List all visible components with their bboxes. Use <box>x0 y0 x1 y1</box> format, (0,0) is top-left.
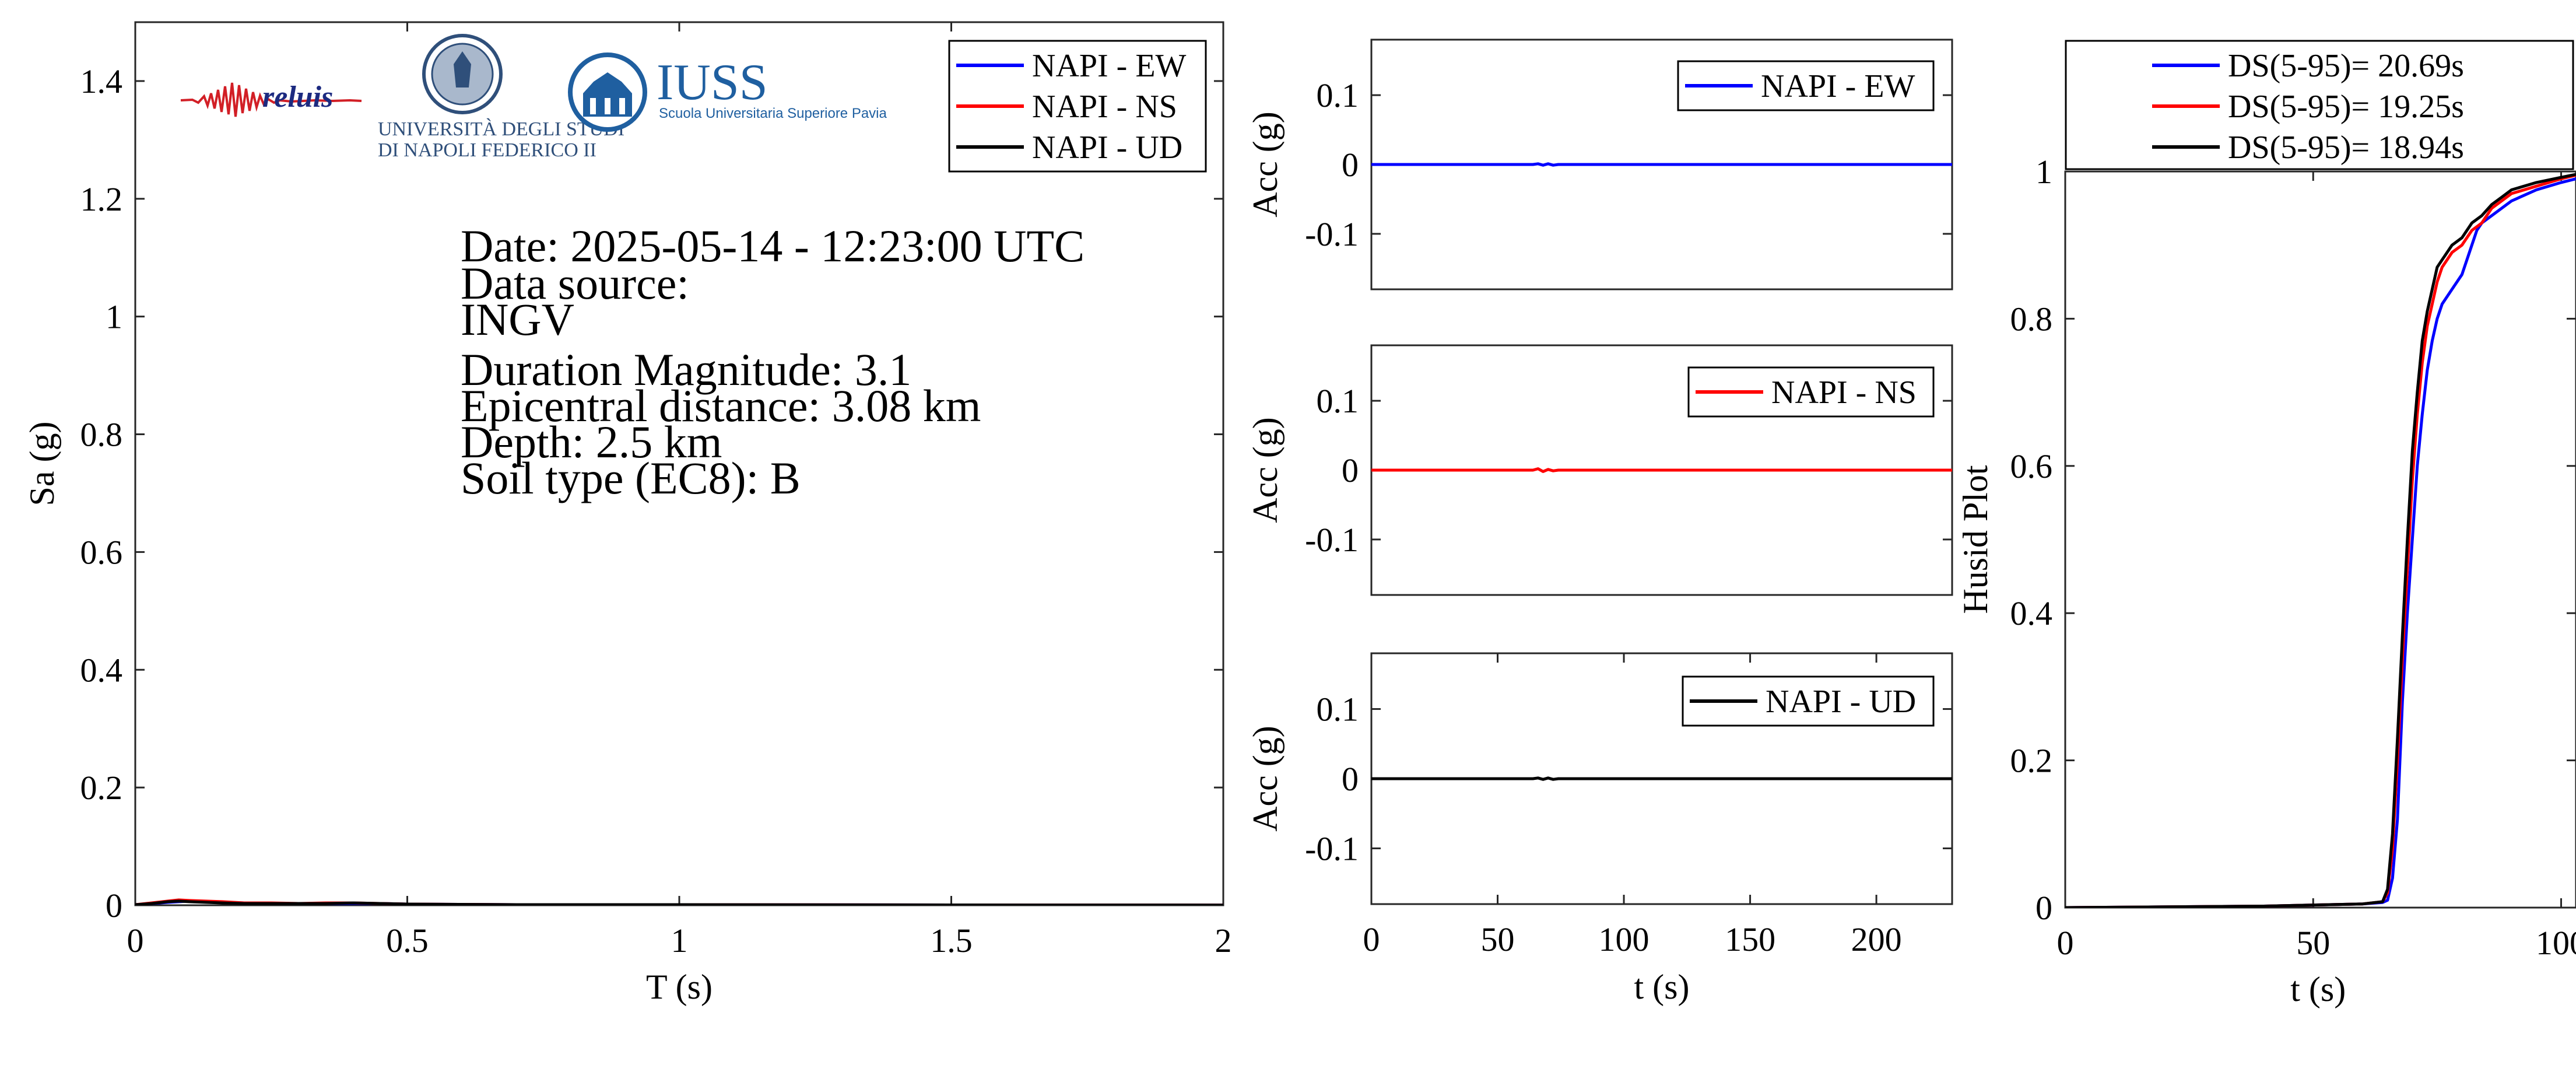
legend-label: NAPI - UD <box>1032 129 1182 166</box>
y-axis-label: Acc (g) <box>1246 726 1285 832</box>
y-tick-label: 0.4 <box>2010 594 2053 632</box>
y-tick-label: 1 <box>2035 153 2052 191</box>
y-axis-label: Husid Plot <box>1956 465 1995 614</box>
y-tick-label: 0.8 <box>80 416 123 454</box>
series-line <box>1371 776 1952 781</box>
y-tick-label: 0.6 <box>80 533 123 571</box>
y-tick-label: 0 <box>2035 889 2052 927</box>
info-source: INGV <box>461 294 574 345</box>
x-tick-label: 150 <box>1725 920 1775 958</box>
x-tick-label: 0 <box>2057 924 2074 962</box>
iuss-title: IUSS <box>657 54 768 111</box>
iuss-window-3 <box>619 98 625 114</box>
chart-husid: 0 0.2 0.4 0.6 0.8 1 0 50 100 Husid Plot t (s) DS(5-… <box>1956 40 2576 1009</box>
legend-label: NAPI - EW <box>1761 68 1915 104</box>
y-tick-label: 0 <box>1342 451 1359 489</box>
x-tick-label: 50 <box>2296 924 2330 962</box>
iuss-subtitle: Scuola Universitaria Superiore Pavia <box>659 106 887 121</box>
y-tick-label: -0.1 <box>1305 521 1359 559</box>
y-tick-label: 0.4 <box>80 651 123 689</box>
x-tick-label: 50 <box>1481 920 1515 958</box>
series-line <box>2065 173 2576 908</box>
iuss-window-1 <box>590 98 596 114</box>
legend-label: NAPI - NS <box>1771 374 1917 411</box>
chart-acc-ud: -0.1 0 0.1 0 50 100 150 200 Acc (g) t (s) NAPI - U… <box>1246 652 1953 1006</box>
x-tick-label: 0 <box>1363 920 1380 958</box>
x-tick-label: 2 <box>1215 922 1232 960</box>
x-axis-label: T (s) <box>646 968 713 1006</box>
y-tick-label: 0 <box>1342 146 1359 184</box>
info-distance: Epicentral distance: 3.08 km <box>461 380 981 431</box>
reluis-logo: reluis <box>180 80 362 117</box>
legend-label: NAPI - EW <box>1032 48 1187 84</box>
iuss-window-2 <box>605 98 610 114</box>
series-line <box>2065 173 2576 908</box>
iuss-logo: IUSS Scuola Universitaria Superiore Pavi… <box>568 52 887 132</box>
legend-label: DS(5-95)= 18.94s <box>2228 129 2464 166</box>
y-tick-label: 0.1 <box>1317 382 1359 420</box>
x-tick-label: 1.5 <box>930 922 973 960</box>
y-tick-label: 0 <box>106 887 122 925</box>
y-tick-label: 0 <box>1342 760 1359 798</box>
y-tick-label: 1.2 <box>80 180 123 218</box>
info-depth: Depth: 2.5 km <box>461 416 722 467</box>
x-axis-label: t (s) <box>1634 968 1690 1006</box>
y-tick-label: -0.1 <box>1305 215 1359 253</box>
chart-acc-ns: -0.1 0 0.1 Acc (g) NAPI - NS <box>1246 344 1953 596</box>
event-info: Date: 2025-05-14 - 12:23:00 UTC Data sou… <box>461 220 1085 503</box>
y-tick-label: 0.1 <box>1317 691 1359 729</box>
legend: NAPI - EW <box>1677 60 1935 111</box>
plots-layer: 0 0.2 0.4 0.6 0.8 1 1.2 1.4 0 0.5 1 1.5 2 Sa (g) T (s)… <box>23 21 2576 1009</box>
y-tick-label: 0.1 <box>1317 76 1359 114</box>
y-tick-label: 0.6 <box>2010 447 2053 485</box>
info-soil: Soil type (EC8): B <box>461 453 801 503</box>
y-axis-label: Sa (g) <box>23 422 61 506</box>
legend: DS(5-95)= 20.69s DS(5-95)= 19.25s DS(5-95)… <box>2065 40 2574 170</box>
y-tick-label: 1 <box>106 298 122 336</box>
x-tick-label: 100 <box>1599 920 1650 958</box>
legend: NAPI - UD <box>1682 675 1935 727</box>
info-date: Date: 2025-05-14 - 12:23:00 UTC <box>461 220 1085 271</box>
info-magnitude: Duration Magnitude: 3.1 <box>461 344 911 395</box>
legend-label: NAPI - NS <box>1032 89 1177 125</box>
unina-logo: UNIVERSITÀ DEGLI STUDI DI NAPOLI FEDERIC… <box>378 34 624 161</box>
x-axis-label: t (s) <box>2290 970 2346 1009</box>
legend: NAPI - NS <box>1687 366 1935 418</box>
x-tick-label: 0.5 <box>386 922 429 960</box>
series-line <box>1371 467 1952 473</box>
legend-box <box>1687 366 1935 418</box>
unina-line2: DI NAPOLI FEDERICO II <box>378 139 596 161</box>
legend-box <box>2065 40 2574 170</box>
legend: NAPI - EW NAPI - NS NAPI - UD <box>948 40 1207 173</box>
reluis-wordmark: reluis <box>262 80 333 114</box>
y-tick-label: 0.2 <box>2010 742 2053 780</box>
y-tick-label: 0.8 <box>2010 300 2053 338</box>
y-tick-label: 1.4 <box>80 62 123 100</box>
chart-spectrum: 0 0.2 0.4 0.6 0.8 1 1.2 1.4 0 0.5 1 1.5 2 Sa (g) T (s)… <box>23 21 1232 1006</box>
y-tick-label: 0.2 <box>80 769 123 807</box>
x-tick-label: 1 <box>671 922 688 960</box>
legend-label: DS(5-95)= 20.69s <box>2228 48 2464 84</box>
x-tick-label: 200 <box>1851 920 1902 958</box>
y-axis-label: Acc (g) <box>1246 417 1285 523</box>
series-line <box>2065 177 2576 908</box>
y-axis-label: Acc (g) <box>1246 111 1285 218</box>
y-tick-label: -0.1 <box>1305 829 1359 867</box>
seismogram-icon <box>180 82 362 117</box>
series-line <box>1371 162 1952 167</box>
unina-seal-figure <box>454 51 471 87</box>
x-tick-label: 0 <box>127 922 144 960</box>
plot-frame <box>2064 170 2576 909</box>
legend-label: DS(5-95)= 19.25s <box>2228 89 2464 125</box>
legend-label: NAPI - UD <box>1766 684 1916 720</box>
series-line <box>135 899 1223 905</box>
x-tick-label: 100 <box>2536 924 2576 962</box>
chart-acc-ew: -0.1 0 0.1 Acc (g) NAPI - EW <box>1246 38 1953 290</box>
info-source-label: Data source: <box>461 258 689 309</box>
